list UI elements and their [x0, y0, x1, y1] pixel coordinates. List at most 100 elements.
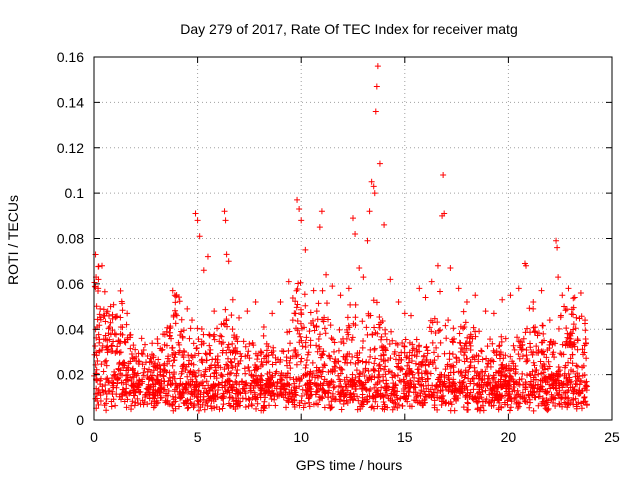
- data-point-background: [470, 386, 477, 393]
- data-point-background: [326, 401, 333, 408]
- data-point-background: [158, 377, 165, 384]
- data-point: [482, 308, 489, 315]
- data-point-background: [436, 394, 443, 401]
- data-point-background: [219, 373, 226, 380]
- data-point: [416, 285, 423, 292]
- data-point-background: [167, 377, 174, 384]
- data-point-background: [146, 389, 153, 396]
- data-point: [364, 237, 371, 244]
- data-point-background: [402, 336, 409, 343]
- data-point-background: [99, 262, 106, 269]
- data-point-background: [268, 381, 275, 388]
- data-point-background: [319, 368, 326, 375]
- data-point-background: [581, 385, 588, 392]
- data-point-background: [433, 344, 440, 351]
- data-point-background: [498, 361, 505, 368]
- data-point-background: [321, 325, 328, 332]
- data-point: [101, 312, 108, 319]
- data-point-background: [443, 399, 450, 406]
- data-point-background: [405, 366, 412, 373]
- data-point: [329, 283, 336, 290]
- data-point-background: [173, 381, 180, 388]
- data-point-background: [289, 294, 296, 301]
- data-point-background: [519, 353, 526, 360]
- data-point-background: [394, 396, 401, 403]
- data-point-background: [369, 331, 376, 338]
- data-point-background: [497, 378, 504, 385]
- data-point-background: [115, 366, 122, 373]
- data-point-background: [527, 344, 534, 351]
- data-point-background: [163, 369, 170, 376]
- data-point-background: [581, 394, 588, 401]
- data-point-background: [233, 379, 240, 386]
- data-point-background: [456, 379, 463, 386]
- data-point-background: [533, 343, 540, 350]
- data-point-background: [530, 305, 537, 312]
- data-point: [515, 285, 522, 292]
- data-point-background: [515, 338, 522, 345]
- data-point-background: [502, 392, 509, 399]
- data-point: [577, 289, 584, 296]
- data-point-background: [528, 382, 535, 389]
- data-point-background: [375, 362, 382, 369]
- data-point-background: [415, 375, 422, 382]
- data-point-background: [446, 350, 453, 357]
- data-point-background: [140, 346, 147, 353]
- data-point-background: [311, 380, 318, 387]
- data-point-background: [97, 392, 104, 399]
- data-point-background: [336, 326, 343, 333]
- data-point-background: [268, 395, 275, 402]
- data-point-background: [167, 324, 174, 331]
- data-point-background: [558, 395, 565, 402]
- data-point-background: [224, 344, 231, 351]
- data-point-background: [220, 320, 227, 327]
- data-point-background: [460, 308, 467, 315]
- data-point-background: [496, 391, 503, 398]
- data-point-background: [286, 359, 293, 366]
- data-point-background: [437, 326, 444, 333]
- data-point-background: [203, 378, 210, 385]
- data-point-background: [133, 372, 140, 379]
- data-point-background: [416, 381, 423, 388]
- data-point-background: [576, 373, 583, 380]
- y-tick-label: 0.14: [57, 94, 84, 110]
- data-point-background: [388, 369, 395, 376]
- data-point-background: [187, 369, 194, 376]
- data-point-background: [194, 325, 201, 332]
- x-tick-label: 25: [604, 429, 620, 445]
- data-point-background: [537, 358, 544, 365]
- data-point-background: [544, 407, 551, 414]
- data-point-background: [417, 400, 424, 407]
- data-point-background: [414, 377, 421, 384]
- data-point-background: [361, 372, 368, 379]
- data-point-background: [285, 399, 292, 406]
- data-point-background: [374, 403, 381, 410]
- data-point-background: [553, 389, 560, 396]
- data-point: [169, 287, 176, 294]
- data-point-background: [206, 332, 213, 339]
- data-point-background: [298, 325, 305, 332]
- data-point-background: [289, 393, 296, 400]
- data-point-background: [469, 354, 476, 361]
- data-point-background: [500, 364, 507, 371]
- data-point-background: [169, 344, 176, 351]
- data-point-background: [297, 358, 304, 365]
- data-point-background: [293, 361, 300, 368]
- data-point-background: [495, 406, 502, 413]
- data-point-background: [509, 388, 516, 395]
- data-point-background: [299, 343, 306, 350]
- data-point-background: [171, 375, 178, 382]
- data-point-background: [573, 314, 580, 321]
- data-point-background: [254, 400, 261, 407]
- data-point-background: [206, 331, 213, 338]
- data-point-background: [548, 371, 555, 378]
- data-point-background: [291, 347, 298, 354]
- data-point: [530, 299, 537, 306]
- data-point-background: [217, 364, 224, 371]
- data-point-background: [428, 391, 435, 398]
- data-point-background: [580, 362, 587, 369]
- data-point-background: [296, 330, 303, 337]
- data-point-background: [400, 378, 407, 385]
- data-point-background: [359, 344, 366, 351]
- data-point-background: [378, 393, 385, 400]
